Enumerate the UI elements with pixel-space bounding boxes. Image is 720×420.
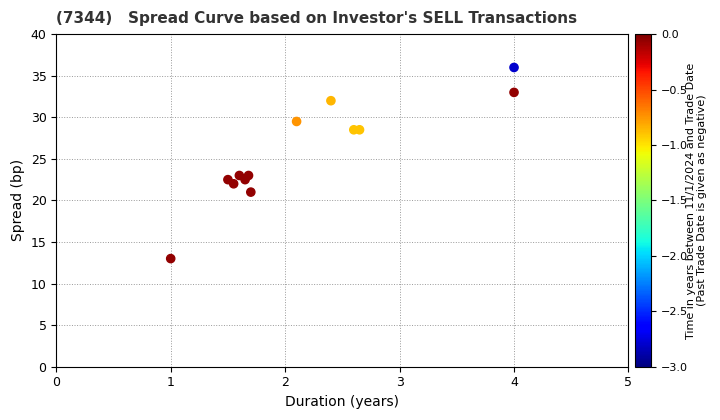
Point [508, 89, 520, 96]
Point [291, 118, 302, 125]
Point [165, 255, 176, 262]
Point [228, 181, 240, 187]
Point [508, 64, 520, 71]
Point [354, 126, 365, 133]
Point [245, 189, 256, 195]
X-axis label: Duration (years): Duration (years) [285, 395, 400, 409]
Point [239, 176, 251, 183]
Y-axis label: Spread (bp): Spread (bp) [11, 159, 25, 242]
Point [348, 126, 359, 133]
Point [243, 172, 254, 179]
Point [325, 97, 337, 104]
Y-axis label: Time in years between 11/1/2024 and Trade Date
(Past Trade Date is given as nega: Time in years between 11/1/2024 and Trad… [685, 62, 707, 339]
Point [233, 172, 245, 179]
Point [222, 176, 234, 183]
Text: (7344)   Spread Curve based on Investor's SELL Transactions: (7344) Spread Curve based on Investor's … [56, 11, 577, 26]
